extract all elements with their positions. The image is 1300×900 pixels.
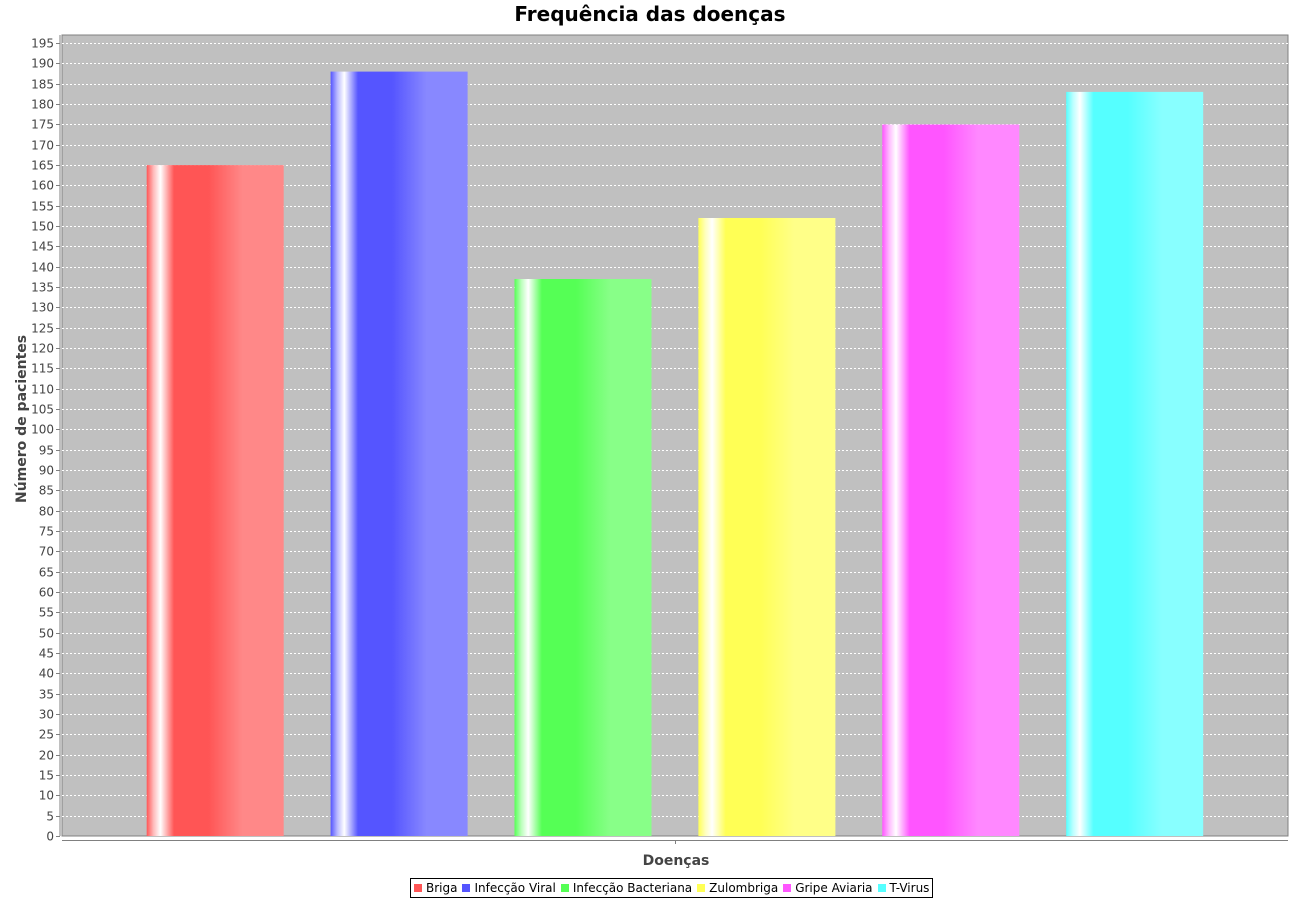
bar-infec-o-bacteriana <box>514 279 652 836</box>
y-tick-label: 105 <box>31 403 54 417</box>
y-tick-label: 155 <box>31 200 54 214</box>
chart-title: Frequência das doenças <box>514 2 786 26</box>
legend-item: Briga <box>414 881 457 895</box>
legend: Briga Infecção Viral Infecção Bacteriana Zu… <box>410 878 934 898</box>
y-tick-label: 150 <box>31 220 54 234</box>
y-tick-label: 5 <box>46 810 54 824</box>
legend-label: Briga <box>426 881 458 895</box>
bar-briga <box>146 165 284 837</box>
y-tick-label: 145 <box>31 240 54 254</box>
y-axis: 0 5 10 15 20 25 30 35 40 45 50 55 60 65 70 75 80 85 90 95 10… <box>31 35 61 844</box>
y-tick-label: 160 <box>31 179 54 193</box>
y-tick-label: 110 <box>31 383 54 397</box>
y-tick-label: 35 <box>39 688 54 702</box>
y-tick-label: 120 <box>31 342 54 356</box>
y-tick-label: 50 <box>39 627 54 641</box>
y-tick-label: 115 <box>31 362 54 376</box>
y-tick-label: 100 <box>31 423 54 437</box>
y-tick-label: 175 <box>31 118 54 132</box>
legend-swatch <box>697 884 706 892</box>
bars <box>146 71 1204 837</box>
y-tick-label: 190 <box>31 57 54 71</box>
legend-label: Zulombriga <box>709 881 779 895</box>
y-tick-label: 85 <box>39 484 54 498</box>
y-tick-label: 125 <box>31 322 54 336</box>
legend-item: T-Virus <box>877 881 930 895</box>
legend-item: Gripe Aviaria <box>783 881 873 895</box>
y-tick-label: 30 <box>39 708 54 722</box>
legend-item: Infecção Bacteriana <box>560 881 693 895</box>
y-tick-label: 70 <box>39 545 54 559</box>
y-tick-label: 65 <box>39 566 54 580</box>
y-tick-label: 90 <box>39 464 54 478</box>
y-tick-label: 55 <box>39 606 54 620</box>
legend-label: Infecção Bacteriana <box>572 881 693 895</box>
x-axis <box>62 840 1288 844</box>
y-tick-label: 80 <box>39 505 54 519</box>
y-axis-label: Número de pacientes <box>14 334 30 503</box>
y-tick-label: 95 <box>39 444 54 458</box>
bar-zulombriga <box>698 218 836 836</box>
legend-swatch <box>783 884 792 892</box>
y-tick-label: 135 <box>31 281 54 295</box>
y-tick-label: 20 <box>39 749 54 763</box>
legend-label: Infecção Viral <box>474 881 556 895</box>
bar-t-virus <box>1066 91 1204 836</box>
bar-gripe-aviaria <box>882 124 1020 836</box>
legend-swatch <box>462 884 471 892</box>
y-tick-label: 130 <box>31 301 54 315</box>
y-tick-label: 40 <box>39 667 54 681</box>
x-axis-label: Doenças <box>642 853 710 869</box>
y-tick-label: 0 <box>46 830 54 844</box>
y-tick-label: 10 <box>39 789 54 803</box>
y-tick-label: 25 <box>39 728 54 742</box>
y-tick-label: 140 <box>31 261 54 275</box>
y-tick-label: 60 <box>39 586 54 600</box>
bar-infec-o-viral <box>330 71 468 837</box>
y-tick-label: 185 <box>31 78 54 92</box>
y-tick-label: 170 <box>31 139 54 153</box>
legend-swatch <box>877 884 886 892</box>
y-tick-label: 45 <box>39 647 54 661</box>
legend-item: Infecção Viral <box>462 881 556 895</box>
y-tick-label: 195 <box>31 37 54 51</box>
y-tick-label: 15 <box>39 769 54 783</box>
legend-item: Zulombriga <box>697 881 778 895</box>
y-tick-label: 180 <box>31 98 54 112</box>
legend-swatch <box>560 884 569 892</box>
legend-label: Gripe Aviaria <box>795 881 873 895</box>
y-tick-label: 75 <box>39 525 54 539</box>
legend-label: T-Virus <box>889 881 930 895</box>
y-tick-label: 165 <box>31 159 54 173</box>
legend-swatch <box>414 884 422 892</box>
